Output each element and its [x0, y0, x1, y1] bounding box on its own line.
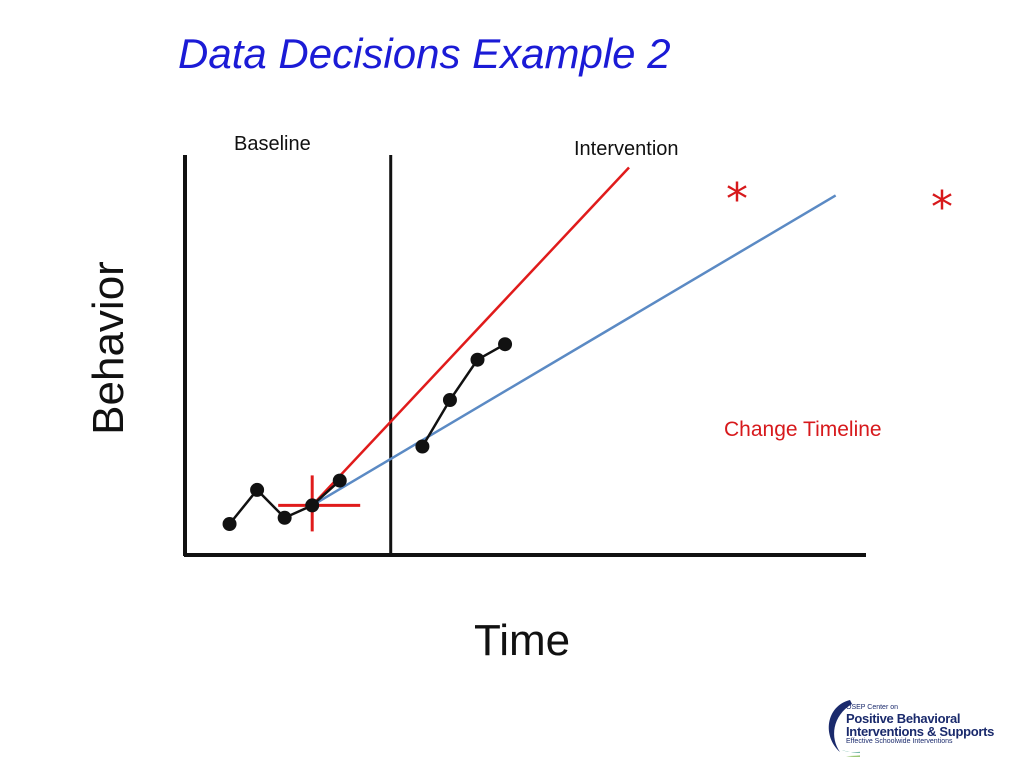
data-point — [332, 473, 347, 488]
logo-line-2: Positive Behavioral — [846, 711, 961, 726]
blue-aim-line — [311, 194, 837, 507]
data-point — [415, 439, 430, 454]
data-point — [222, 517, 237, 531]
logo-line-4: Effective Schoolwide Interventions — [846, 738, 953, 745]
data-point — [498, 337, 513, 352]
logo-line-3: Interventions & Supports — [846, 724, 995, 739]
red-aim-line — [311, 166, 630, 507]
logo-swoosh-icon — [828, 700, 860, 757]
blue-aimline-star-mark: * — [931, 182, 953, 233]
pbis-logo: OSEP Center on Positive Behavioral Inter… — [820, 696, 1016, 758]
x-axis-label: Time — [474, 616, 571, 665]
data-point — [277, 510, 292, 525]
red-aimline-star-mark: * — [726, 174, 748, 225]
slide-title: Data Decisions Example 2 — [178, 30, 671, 77]
data-point — [305, 498, 320, 513]
data-point — [470, 352, 485, 367]
data-point — [442, 393, 457, 407]
data-point — [250, 482, 265, 497]
change-timeline-annotation: Change Timeline — [724, 418, 882, 441]
logo-line-1: OSEP Center on — [846, 704, 899, 711]
intervention-phase-label: Intervention — [574, 138, 679, 160]
baseline-phase-label: Baseline — [234, 133, 311, 155]
series-line-intervention — [421, 343, 506, 448]
